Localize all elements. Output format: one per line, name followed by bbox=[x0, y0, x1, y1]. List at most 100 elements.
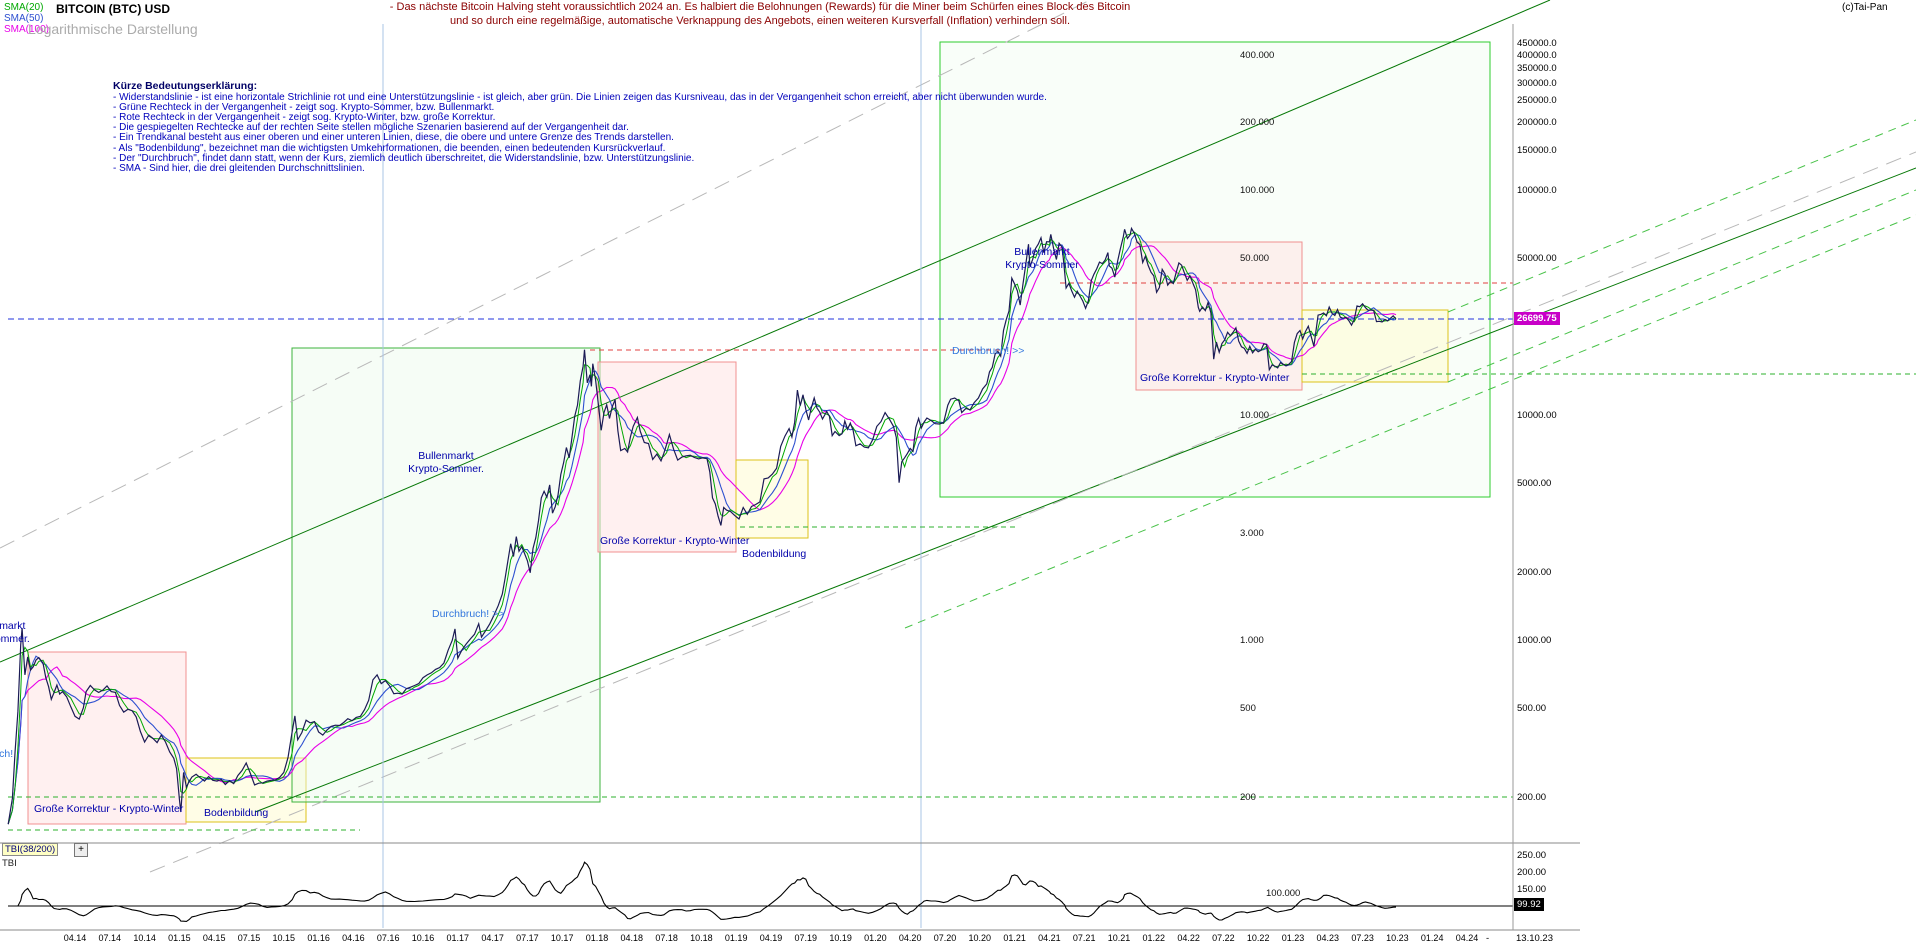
date-axis-label: 04.23 bbox=[1316, 933, 1340, 943]
tbi-axis-label: 250.00 bbox=[1517, 850, 1547, 861]
zone-rect-krypto-sommer bbox=[291, 347, 601, 803]
inchart-price-label: 50.000 bbox=[1240, 252, 1270, 264]
date-axis-label: 01.17 bbox=[446, 933, 470, 943]
price-axis-label: 10000.00 bbox=[1517, 410, 1557, 421]
legend-explanation-line: - Als "Bodenbildung", bezeichnet man die… bbox=[113, 142, 666, 154]
inchart-price-label: 200.000 bbox=[1240, 117, 1275, 129]
price-axis-label: 150000.0 bbox=[1517, 145, 1557, 157]
tbi-last-value-badge: 99.92 bbox=[1514, 898, 1544, 911]
tbi-short-label: TBI bbox=[2, 858, 17, 869]
taipan-copyright: (c)Tai-Pan bbox=[1842, 2, 1888, 13]
halving-note-line2: und so durch eine regelmäßige, automatis… bbox=[449, 14, 1071, 27]
tbi-line bbox=[8, 861, 1397, 922]
legend-explanation-line: - Ein Trendkanal besteht aus einer obere… bbox=[113, 132, 674, 144]
chart-annotation-label: Bullenmarkt bbox=[418, 450, 474, 462]
chart-annotation-label: Krypto-Sommer. bbox=[408, 463, 484, 475]
date-axis-label: 07.17 bbox=[516, 933, 539, 943]
chart-annotation-label: Krypto-Sommer. bbox=[0, 633, 30, 645]
trend-channel-lower bbox=[254, 167, 1916, 813]
inchart-price-label: 100.000 bbox=[1240, 185, 1275, 196]
date-axis-label: 07.21 bbox=[1072, 933, 1096, 943]
price-axis-label: 50000.00 bbox=[1517, 252, 1557, 264]
date-axis-label: 10.22 bbox=[1246, 933, 1270, 943]
tbi-add-indicator-button[interactable]: + bbox=[74, 843, 88, 857]
date-axis-label: 01.20 bbox=[864, 933, 887, 943]
legend-explanation-line: - Die gespiegelten Rechtecke auf der rec… bbox=[113, 122, 629, 134]
legend-sma100: SMA(100) bbox=[4, 24, 50, 35]
price-axis-label: 2000.00 bbox=[1517, 567, 1552, 579]
date-axis-label: 10.17 bbox=[550, 933, 574, 943]
tbi-axis-label: 150.00 bbox=[1517, 884, 1547, 895]
legend-sma50: SMA(50) bbox=[4, 13, 44, 24]
date-axis-label: 07.18 bbox=[655, 933, 678, 943]
legend-explanation-line: - Der "Durchbruch", findet dann statt, w… bbox=[113, 152, 695, 164]
trend-channel-upper bbox=[0, 0, 1551, 663]
chart-annotation-label: Bodenbildung bbox=[204, 807, 269, 819]
scenario-trend-2 bbox=[1447, 189, 1916, 383]
halving-note-line1: - Das nächste Bitcoin Halving steht vora… bbox=[389, 1, 1131, 13]
chart-annotation-label: Große Korrektur - Krypto-Winter bbox=[600, 535, 750, 547]
chart-annotation-label: Durchbruch! >> bbox=[432, 608, 505, 620]
date-axis-label: 04.18 bbox=[620, 933, 644, 943]
date-axis-label: 07.19 bbox=[794, 933, 818, 943]
tbi-indicator-label[interactable]: TBI(38/200) bbox=[2, 843, 59, 856]
inchart-price-label: 3.000 bbox=[1240, 527, 1264, 539]
inchart-price-label: 400.000 bbox=[1240, 49, 1275, 61]
date-axis-label: 04.22 bbox=[1177, 933, 1200, 943]
date-axis-label: 07.22 bbox=[1212, 933, 1235, 943]
zone-rect-bodenbildung bbox=[185, 757, 307, 823]
date-axis-label: 10.18 bbox=[690, 933, 713, 943]
legend-explanation-line: - Grüne Rechteck in der Vergangenheit - … bbox=[113, 102, 495, 114]
price-axis-label: 350000.0 bbox=[1517, 62, 1557, 74]
date-axis-label: 07.23 bbox=[1351, 933, 1374, 943]
chart-annotation-label: Krypto-Sommer bbox=[1005, 259, 1079, 271]
price-axis-label: 500.00 bbox=[1517, 702, 1547, 714]
chart-annotation-label: Bodenbildung bbox=[742, 548, 807, 560]
date-axis-label: 04.21 bbox=[1038, 933, 1061, 943]
last-price-badge: 26699.75 bbox=[1514, 312, 1560, 325]
zone-rect-krypto-winter bbox=[597, 361, 737, 553]
chart-annotation-label: Große Korrektur - Krypto-Winter bbox=[34, 803, 184, 815]
date-axis-label: 01.15 bbox=[168, 933, 191, 943]
chart-annotation-label: Bullenmarkt bbox=[0, 620, 26, 632]
date-axis-label: 04.24 bbox=[1455, 933, 1479, 943]
halving-note: - Das nächste Bitcoin Halving steht vora… bbox=[260, 1, 1260, 28]
date-axis-label: 04.19 bbox=[759, 933, 783, 943]
zone-rect-krypto-winter bbox=[27, 651, 187, 825]
date-axis-label: 10.15 bbox=[272, 933, 296, 943]
price-axis-label: 1000.00 bbox=[1517, 635, 1552, 646]
date-axis-label: 10.21 bbox=[1107, 933, 1131, 943]
date-axis-label: 07.16 bbox=[376, 933, 400, 943]
sma20-line bbox=[7, 231, 1397, 825]
legend-sma20: SMA(20) bbox=[4, 2, 44, 13]
chart-title: BITCOIN (BTC) USD bbox=[56, 2, 170, 16]
legend-explanation-line: - SMA - Sind hier, die drei gleitenden D… bbox=[113, 162, 365, 174]
date-axis-label: 10.20 bbox=[968, 933, 992, 943]
tbi-axis-label: 200.00 bbox=[1517, 867, 1547, 878]
zone-rect-bodenbildung bbox=[1301, 309, 1449, 383]
date-axis-label: 10.23 bbox=[1386, 933, 1409, 943]
date-axis-label: 01.22 bbox=[1142, 933, 1166, 943]
date-axis-dash: - bbox=[1486, 933, 1490, 944]
date-axis-label: 07.20 bbox=[933, 933, 957, 943]
chart-annotation-label: Bullenmarkt bbox=[1014, 246, 1070, 258]
scenario-trend-1 bbox=[1447, 119, 1916, 313]
date-axis-label: 01.24 bbox=[1420, 933, 1444, 943]
date-axis-label: 04.16 bbox=[342, 933, 365, 943]
price-axis-label: 250000.0 bbox=[1517, 95, 1557, 107]
inchart-price-label: 10.000 bbox=[1240, 410, 1270, 421]
dashed-channel-2 bbox=[149, 151, 1916, 873]
price-axis-label: 5000.00 bbox=[1517, 477, 1552, 489]
inchart-price-label: 200 bbox=[1240, 792, 1256, 804]
price-axis-label: 450000.0 bbox=[1517, 38, 1557, 50]
legend-explanation-line: - Widerstandslinie - ist eine horizontal… bbox=[113, 92, 1047, 104]
date-axis-label: 04.20 bbox=[898, 933, 922, 943]
chart-annotation-label: Große Korrektur - Krypto-Winter bbox=[1140, 372, 1290, 384]
tbi-inchart-label: 100.000 bbox=[1266, 888, 1301, 899]
date-axis-label: 01.18 bbox=[585, 933, 609, 943]
scale-mode-label: Logarithmische Darstellung bbox=[28, 21, 198, 37]
date-axis-label: 01.21 bbox=[1003, 933, 1026, 943]
date-axis-label: 01.23 bbox=[1281, 933, 1305, 943]
price-line bbox=[7, 226, 1397, 825]
